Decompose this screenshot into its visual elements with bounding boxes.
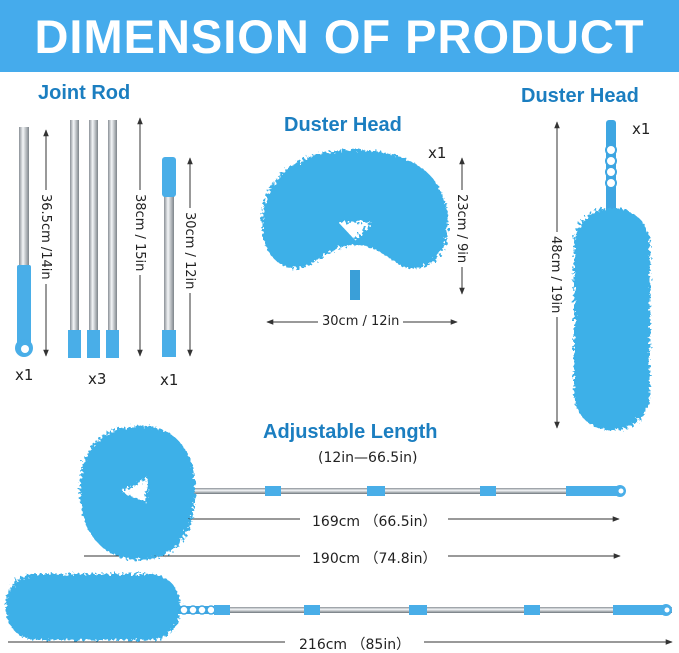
long-duster-length: 48cm / 19in — [548, 232, 563, 318]
length-label-169: 169cm （66.5in） — [300, 511, 449, 531]
ring-duster-quantity: x1 — [428, 144, 447, 162]
ring-duster-width: 30cm / 12in — [318, 314, 404, 329]
rod-quantity: x3 — [88, 370, 107, 388]
adjustable-length-heading: Adjustable Length — [263, 421, 438, 443]
ring-duster-head — [262, 150, 448, 300]
long-duster-head — [574, 120, 650, 430]
adjustable-range: (12in—66.5in) — [318, 450, 418, 466]
assembled-ring-duster — [80, 426, 626, 560]
assembled-long-duster — [6, 574, 672, 640]
joint-rod-top — [162, 157, 176, 357]
rod-quantity: x1 — [15, 366, 34, 384]
rod-quantity: x1 — [160, 371, 179, 389]
rod-length-label: 30cm / 12in — [182, 208, 197, 294]
length-label-216: 216cm （85in） — [285, 634, 425, 653]
joint-rod-heading: Joint Rod — [38, 82, 131, 104]
long-duster-heading: Duster Head — [521, 85, 639, 107]
ring-duster-height: 23cm / 9in — [454, 190, 469, 268]
joint-rod-middle — [68, 120, 119, 358]
title-banner: DIMENSION OF PRODUCT — [0, 0, 679, 72]
long-duster-quantity: x1 — [632, 120, 651, 138]
ring-duster-heading: Duster Head — [284, 114, 402, 136]
rod-length-label: 38cm / 15in — [132, 190, 147, 276]
joint-rod-end — [15, 127, 33, 357]
length-label-190: 190cm （74.8in） — [300, 548, 449, 568]
rod-length-label: 36.5cm /14in — [38, 190, 53, 284]
page-title: DIMENSION OF PRODUCT — [34, 9, 645, 63]
